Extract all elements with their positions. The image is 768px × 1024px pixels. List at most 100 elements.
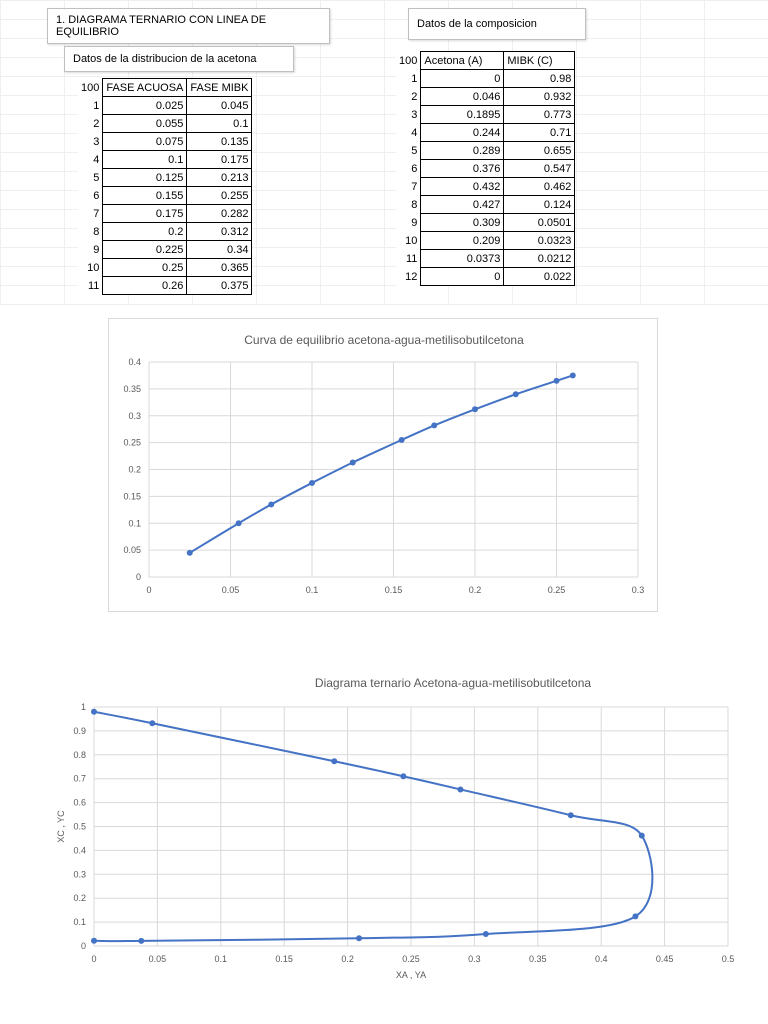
table-row: 4 0.1 0.175 (78, 150, 253, 169)
y-tick-label: 0.6 (73, 798, 86, 808)
comp-title: Datos de la composicion (417, 18, 537, 30)
row-index-cell: 3 (93, 135, 100, 148)
y-axis-label: XC , YC (56, 810, 66, 843)
x-tick-label: 0.1 (306, 585, 319, 595)
x-tick-label: 0.1 (215, 954, 228, 964)
corner-cell: 100 (81, 81, 100, 94)
table-row: 12 0 0.022 (396, 267, 576, 286)
x-tick-label: 0.15 (385, 585, 403, 595)
row-index-cell: 11 (87, 279, 100, 292)
value-cell: 0.022 (503, 267, 576, 286)
row-index-cell: 5 (411, 144, 418, 157)
chart-title: Curva de equilibrio acetona-agua-metilis… (244, 333, 524, 347)
value-cell: 0 (420, 69, 505, 88)
x-tick-label: 0 (146, 585, 151, 595)
value-cell: 0.26 (102, 276, 188, 295)
value-cell: 0.427 (420, 195, 505, 214)
data-point (398, 436, 405, 443)
value-cell: 0.213 (186, 168, 253, 187)
table-header-row: 100 Acetona (A) MIBK (C) (396, 51, 576, 70)
y-tick-label: 0.5 (73, 822, 86, 832)
value-cell: 0.462 (503, 177, 576, 196)
value-cell: 0 (420, 267, 505, 286)
data-point (482, 931, 489, 938)
value-cell: 0.025 (102, 96, 188, 115)
data-point (356, 935, 363, 942)
value-cell: 0.0323 (503, 231, 576, 250)
value-cell: 0.124 (503, 195, 576, 214)
y-tick-label: 0.35 (123, 384, 141, 394)
row-index-cell: 11 (405, 252, 418, 265)
value-cell: 0.0212 (503, 249, 576, 268)
table-row: 1 0.025 0.045 (78, 96, 253, 115)
value-cell: 0.71 (503, 123, 576, 142)
data-point (400, 773, 407, 780)
table-row: 5 0.125 0.213 (78, 168, 253, 187)
value-cell: 0.244 (420, 123, 505, 142)
y-tick-label: 0.4 (128, 357, 141, 367)
table-header-row: 100 FASE ACUOSA FASE MIBK (78, 78, 253, 97)
x-tick-label: 0.15 (275, 954, 293, 964)
data-point (567, 812, 574, 819)
data-point (431, 422, 438, 429)
value-cell: 0.1895 (420, 105, 505, 124)
data-point (149, 720, 156, 727)
main-title: 1. DIAGRAMA TERNARIO CON LINEA DE EQUILI… (56, 14, 267, 38)
data-point (472, 406, 478, 413)
table-row: 8 0.427 0.124 (396, 195, 576, 214)
composition-table: 100 Acetona (A) MIBK (C) 1 0 0.98 2 0.046 0.9… (396, 51, 576, 286)
data-point (235, 520, 242, 527)
header-fase-acuosa: FASE ACUOSA (102, 78, 188, 97)
value-cell: 0.175 (102, 204, 188, 223)
row-index-cell: 1 (93, 99, 100, 112)
table-row: 7 0.432 0.462 (396, 177, 576, 196)
y-tick-label: 0.1 (73, 917, 86, 927)
value-cell: 0.125 (102, 168, 188, 187)
main-title-box: 1. DIAGRAMA TERNARIO CON LINEA DE EQUILI… (47, 8, 330, 44)
y-tick-label: 0.3 (128, 411, 141, 421)
data-point (186, 549, 193, 556)
x-tick-label: 0.5 (722, 954, 735, 964)
series-line (93, 710, 654, 943)
row-index-cell: 9 (93, 243, 100, 256)
table-row: 4 0.244 0.71 (396, 123, 576, 142)
y-tick-label: 0.3 (73, 869, 86, 879)
row-index-cell: 2 (411, 90, 418, 103)
table-row: 9 0.225 0.34 (78, 240, 253, 259)
x-tick-label: 0.3 (468, 954, 481, 964)
x-tick-label: 0 (91, 954, 96, 964)
value-cell: 0.175 (186, 150, 253, 169)
data-point (569, 372, 576, 379)
value-cell: 0.432 (420, 177, 505, 196)
y-tick-label: 0 (136, 572, 141, 582)
row-index-cell: 7 (411, 180, 418, 193)
value-cell: 0.932 (503, 87, 576, 106)
x-tick-label: 0.2 (341, 954, 354, 964)
header-acetona: Acetona (A) (420, 51, 505, 70)
data-point (553, 377, 560, 384)
table-row: 3 0.1895 0.773 (396, 105, 576, 124)
y-tick-label: 0.4 (73, 845, 86, 855)
value-cell: 0.255 (186, 186, 253, 205)
y-tick-label: 0.7 (73, 774, 86, 784)
table-row: 1 0 0.98 (396, 69, 576, 88)
y-tick-label: 0 (81, 941, 86, 951)
x-axis-label: XA , YA (396, 970, 426, 980)
y-tick-label: 0.1 (128, 518, 141, 528)
table-row: 8 0.2 0.312 (78, 222, 253, 241)
row-index-cell: 6 (93, 189, 100, 202)
table-row: 6 0.376 0.547 (396, 159, 576, 178)
value-cell: 0.547 (503, 159, 576, 178)
value-cell: 0.309 (420, 213, 505, 232)
dist-title-box: Datos de la distribucion de la acetona (64, 46, 294, 72)
data-point (512, 391, 519, 398)
y-tick-label: 0.05 (123, 545, 141, 555)
value-cell: 0.1 (186, 114, 253, 133)
value-cell: 0.773 (503, 105, 576, 124)
data-point (309, 479, 315, 486)
y-tick-label: 0.15 (123, 491, 141, 501)
row-index-cell: 10 (405, 234, 418, 247)
row-index-cell: 1 (411, 72, 418, 85)
value-cell: 0.225 (102, 240, 188, 259)
row-index-cell: 4 (411, 126, 418, 139)
